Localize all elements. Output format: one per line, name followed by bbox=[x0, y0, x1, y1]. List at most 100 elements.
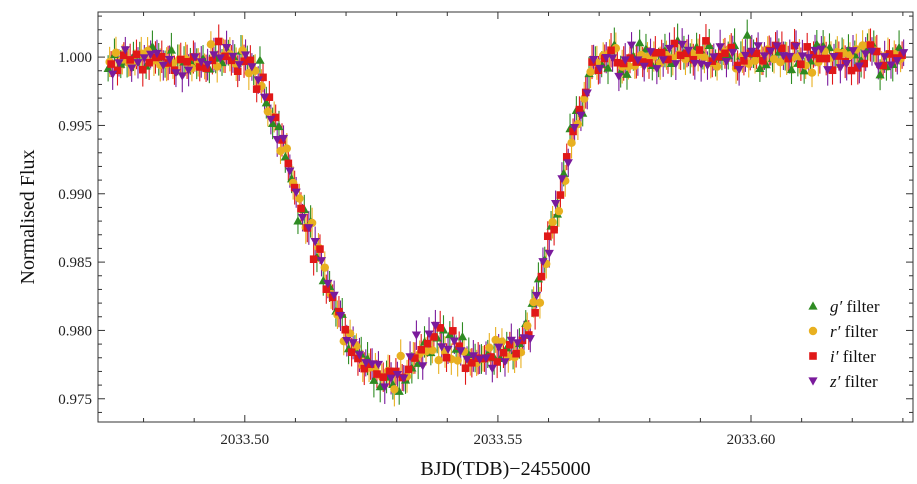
data-point-i bbox=[835, 52, 843, 60]
data-point-i bbox=[562, 153, 571, 161]
data-point-z bbox=[405, 353, 415, 362]
data-point-z bbox=[740, 51, 751, 61]
data-point-i bbox=[733, 61, 742, 70]
data-point-r bbox=[282, 144, 292, 153]
legend-label-g: g′ filter bbox=[830, 297, 880, 316]
data-point-i bbox=[411, 354, 419, 362]
data-point-z bbox=[202, 60, 213, 70]
data-point-i bbox=[866, 41, 875, 49]
data-point-r bbox=[586, 67, 595, 77]
data-point-i bbox=[727, 43, 736, 52]
data-point-i bbox=[588, 58, 596, 66]
data-point-z bbox=[234, 61, 244, 70]
data-point-r bbox=[548, 218, 557, 227]
data-point-z bbox=[753, 42, 763, 51]
data-point-i bbox=[240, 57, 248, 66]
data-point-i bbox=[113, 66, 122, 75]
data-point-z bbox=[772, 42, 782, 51]
data-point-z bbox=[671, 60, 681, 69]
data-point-i bbox=[265, 93, 274, 101]
data-point-i bbox=[550, 225, 558, 234]
data-point-z bbox=[544, 249, 554, 259]
data-point-r bbox=[554, 206, 564, 216]
data-point-z bbox=[348, 339, 358, 348]
data-point-i bbox=[227, 56, 236, 65]
data-point-z bbox=[443, 345, 453, 354]
data-point-z bbox=[127, 64, 137, 73]
data-point-z bbox=[120, 46, 130, 55]
data-point-z bbox=[854, 62, 864, 71]
data-point-i bbox=[195, 63, 204, 71]
data-point-z bbox=[848, 47, 858, 56]
data-point-i bbox=[214, 37, 223, 46]
data-point-i bbox=[664, 55, 672, 64]
data-point-i bbox=[221, 52, 229, 61]
data-point-r bbox=[390, 385, 399, 394]
data-point-i bbox=[626, 54, 634, 62]
data-point-i bbox=[778, 44, 786, 53]
data-point-i bbox=[632, 58, 641, 66]
data-point-i bbox=[316, 245, 324, 253]
legend-marker-r bbox=[808, 326, 818, 336]
data-point-z bbox=[209, 51, 219, 60]
data-point-i bbox=[740, 56, 748, 65]
data-point-z bbox=[601, 53, 611, 63]
data-point-z bbox=[304, 224, 314, 233]
data-point-z bbox=[690, 59, 700, 69]
data-point-z bbox=[867, 47, 877, 57]
data-point-z bbox=[171, 69, 181, 78]
data-point-z bbox=[335, 312, 346, 321]
data-point-z bbox=[588, 55, 599, 65]
data-point-z bbox=[278, 134, 289, 144]
x-axis-title: BJD(TDB)−2455000 bbox=[420, 458, 590, 480]
data-point-i bbox=[670, 39, 679, 48]
data-point-z bbox=[804, 54, 814, 63]
data-point-z bbox=[481, 354, 491, 363]
data-point-i bbox=[613, 58, 622, 67]
data-point-i bbox=[360, 364, 369, 373]
y-tick-label: 1.000 bbox=[58, 50, 92, 66]
data-point-i bbox=[702, 37, 710, 45]
data-point-z bbox=[165, 56, 175, 65]
data-point-r bbox=[428, 346, 437, 355]
data-point-z bbox=[297, 214, 308, 223]
data-point-z bbox=[861, 50, 871, 59]
legend-label-z: z′ filter bbox=[829, 372, 878, 391]
data-point-z bbox=[158, 61, 168, 70]
data-point-z bbox=[108, 70, 118, 79]
data-point-z bbox=[184, 66, 194, 75]
data-point-i bbox=[493, 358, 501, 366]
data-point-r bbox=[434, 356, 443, 365]
y-tick-label: 0.980 bbox=[58, 323, 92, 339]
legend-item-r: r′ filter bbox=[808, 322, 878, 341]
data-point-z bbox=[221, 43, 232, 53]
data-point-i bbox=[638, 58, 647, 66]
data-point-i bbox=[543, 232, 552, 241]
data-point-i bbox=[518, 336, 527, 345]
data-point-z bbox=[810, 46, 820, 56]
data-point-i bbox=[157, 52, 166, 61]
data-point-g bbox=[799, 66, 809, 75]
legend-label-r: r′ filter bbox=[830, 322, 878, 341]
data-point-i bbox=[885, 50, 894, 58]
x-axis-ticks: 2033.50 2033.55 2033.60 bbox=[143, 12, 904, 448]
data-point-i bbox=[284, 159, 293, 168]
data-point-i bbox=[575, 105, 584, 114]
data-points bbox=[103, 30, 909, 395]
data-point-i bbox=[569, 127, 577, 136]
data-point-z bbox=[551, 200, 561, 209]
data-point-z bbox=[576, 111, 586, 121]
data-point-r bbox=[276, 146, 285, 156]
data-point-i bbox=[138, 65, 147, 74]
y-tick-label: 0.975 bbox=[58, 392, 92, 408]
data-point-z bbox=[462, 355, 472, 364]
legend-item-i: i′ filter bbox=[809, 347, 876, 366]
data-point-g bbox=[255, 55, 265, 64]
data-point-i bbox=[809, 50, 818, 59]
data-point-z bbox=[702, 61, 713, 71]
data-point-i bbox=[259, 73, 267, 82]
y-tick-label: 0.985 bbox=[58, 255, 92, 271]
data-point-r bbox=[567, 138, 576, 148]
data-point-g bbox=[268, 118, 278, 128]
data-point-z bbox=[424, 330, 434, 339]
